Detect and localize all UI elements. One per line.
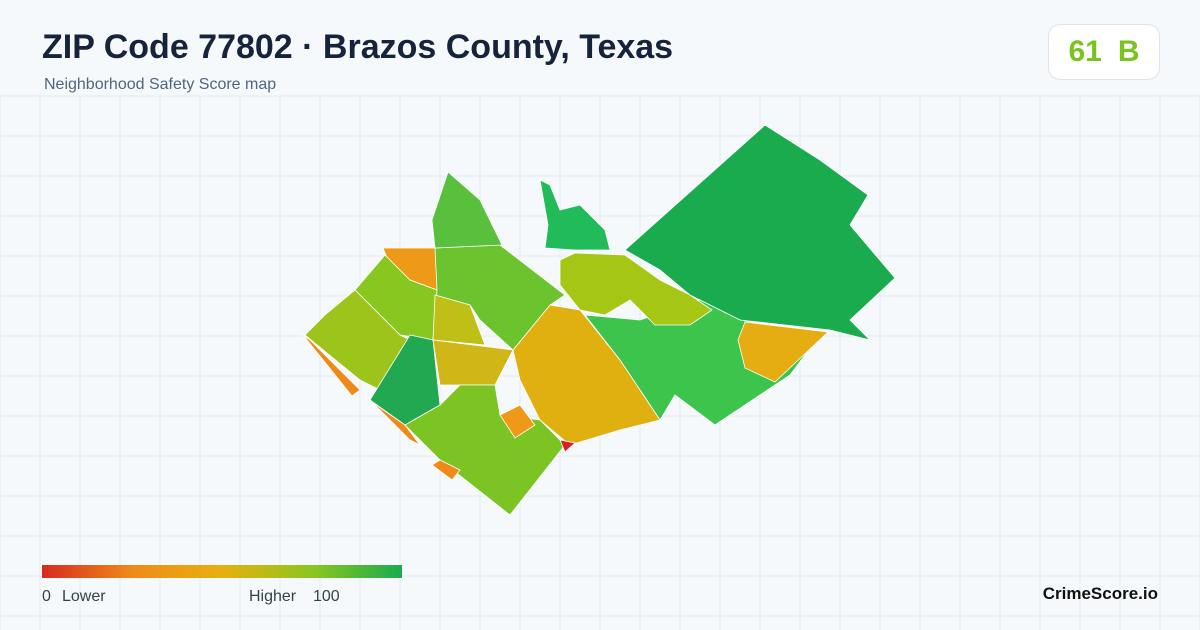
region — [737, 321, 829, 383]
region — [431, 171, 503, 249]
region — [499, 404, 536, 439]
score-value: 61 — [1068, 35, 1102, 68]
legend-gradient — [42, 565, 402, 578]
legend-low: Lower — [62, 588, 106, 605]
region — [371, 401, 421, 446]
region — [302, 334, 361, 397]
region — [512, 304, 661, 446]
region — [559, 439, 576, 453]
legend-min: 0 — [42, 588, 51, 605]
region — [539, 179, 611, 251]
subtitle: Neighborhood Safety Score map — [44, 76, 277, 93]
legend-max: 100 — [313, 588, 340, 605]
brand: CrimeScore.io — [1042, 584, 1158, 603]
score-badge: 61 B — [1048, 24, 1160, 80]
score-grade: B — [1117, 35, 1140, 68]
regions — [302, 124, 896, 516]
region — [304, 289, 411, 396]
region — [432, 339, 514, 386]
legend-high: Higher — [249, 588, 297, 605]
region — [431, 459, 461, 481]
region — [432, 294, 486, 346]
title: ZIP Code 77802 · Brazos County, Texas — [42, 28, 674, 66]
